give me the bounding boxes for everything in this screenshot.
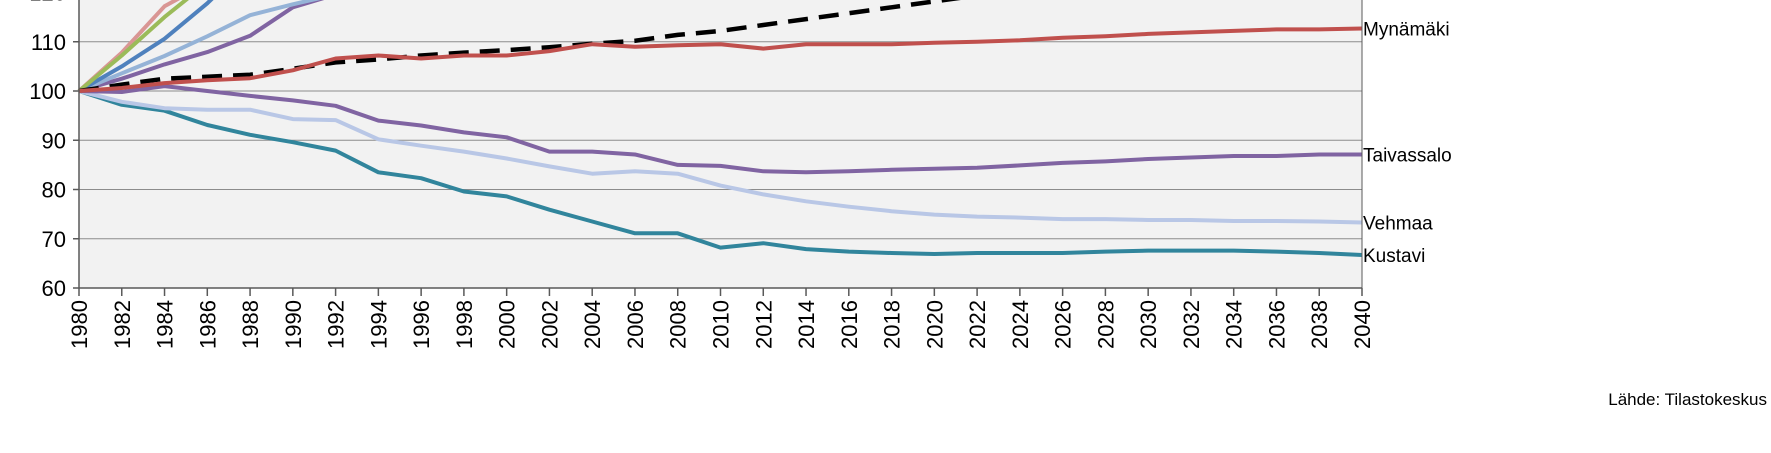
y-tick-label: 70: [42, 227, 66, 252]
x-tick-label: 1986: [195, 300, 220, 349]
x-tick-label: 2028: [1093, 300, 1118, 349]
series-line-unlabeled-7: [78, 0, 214, 93]
series-line-mynamaki: [78, 26, 1363, 93]
x-tick-label: 1984: [153, 300, 178, 349]
x-tick-label: 2026: [1051, 300, 1076, 349]
x-tick-label: 1982: [110, 300, 135, 349]
x-tick-label: 1988: [238, 300, 263, 349]
x-tick-label: 2020: [922, 300, 947, 349]
x-tick-label: 2024: [1008, 300, 1033, 349]
x-tick-label: 2040: [1350, 300, 1375, 349]
x-tick-label: 2036: [1264, 300, 1289, 349]
series-label-mynamaki: Mynämäki: [1363, 19, 1450, 40]
x-tick-label: 2008: [666, 300, 691, 349]
series-line-unlabeled-9: [78, 0, 325, 93]
x-tick-label: 1992: [324, 300, 349, 349]
series-line-unlabeled-4: [78, 0, 961, 94]
series-line-unlabeled-8: [78, 0, 321, 93]
y-tick-label: 100: [29, 79, 66, 104]
series-line-kustavi: [78, 89, 1363, 257]
x-tick-label: 2006: [623, 300, 648, 349]
y-tick-label: 60: [42, 276, 66, 301]
x-tick-label: 2004: [580, 300, 605, 349]
x-tick-label: 2032: [1179, 300, 1204, 349]
series-label-vehmaa: Vehmaa: [1363, 213, 1433, 234]
series-end-labels: Mynämäki Taivassalo Vehmaa Kustavi: [1363, 19, 1452, 267]
y-tick-labels: 60 70 80 90 100 110 120: [29, 0, 79, 301]
y-tick-label: 80: [42, 178, 66, 203]
y-tick-label: 110: [31, 30, 66, 55]
series-line-unlabeled-5: [77, 0, 189, 93]
x-tick-labels: 1980 1982 1984 1986 1988 1990 1992 1994 1996 1998…: [67, 288, 1375, 349]
x-tick-label: 1998: [452, 300, 477, 349]
x-tick-label: 1994: [366, 300, 391, 349]
x-tick-label: 2030: [1136, 300, 1161, 349]
x-tick-label: 2000: [495, 300, 520, 349]
x-tick-label: 2016: [837, 300, 862, 349]
series-lines: [77, 0, 1363, 257]
x-tick-label: 2014: [794, 300, 819, 349]
x-tick-label: 2012: [751, 300, 776, 349]
x-tick-label: 2034: [1222, 300, 1247, 349]
source-label: Lähde: Tilastokeskus: [1608, 390, 1767, 409]
x-tick-label: 2010: [709, 300, 734, 349]
x-tick-label: 1990: [281, 300, 306, 349]
series-label-kustavi: Kustavi: [1363, 246, 1425, 267]
x-tick-label: 1980: [67, 300, 92, 349]
series-line-vehmaa: [78, 89, 1363, 225]
series-line-taivassalo: [78, 84, 1362, 175]
x-tick-label: 2022: [965, 300, 990, 349]
series-label-taivassalo: Taivassalo: [1363, 146, 1452, 167]
x-tick-label: 2038: [1307, 300, 1332, 349]
x-tick-label: 1996: [409, 300, 434, 349]
y-tick-label: 120: [29, 0, 66, 6]
x-tick-label: 2002: [537, 300, 562, 349]
y-tick-label: 90: [42, 128, 66, 153]
x-tick-label: 2018: [880, 300, 905, 349]
